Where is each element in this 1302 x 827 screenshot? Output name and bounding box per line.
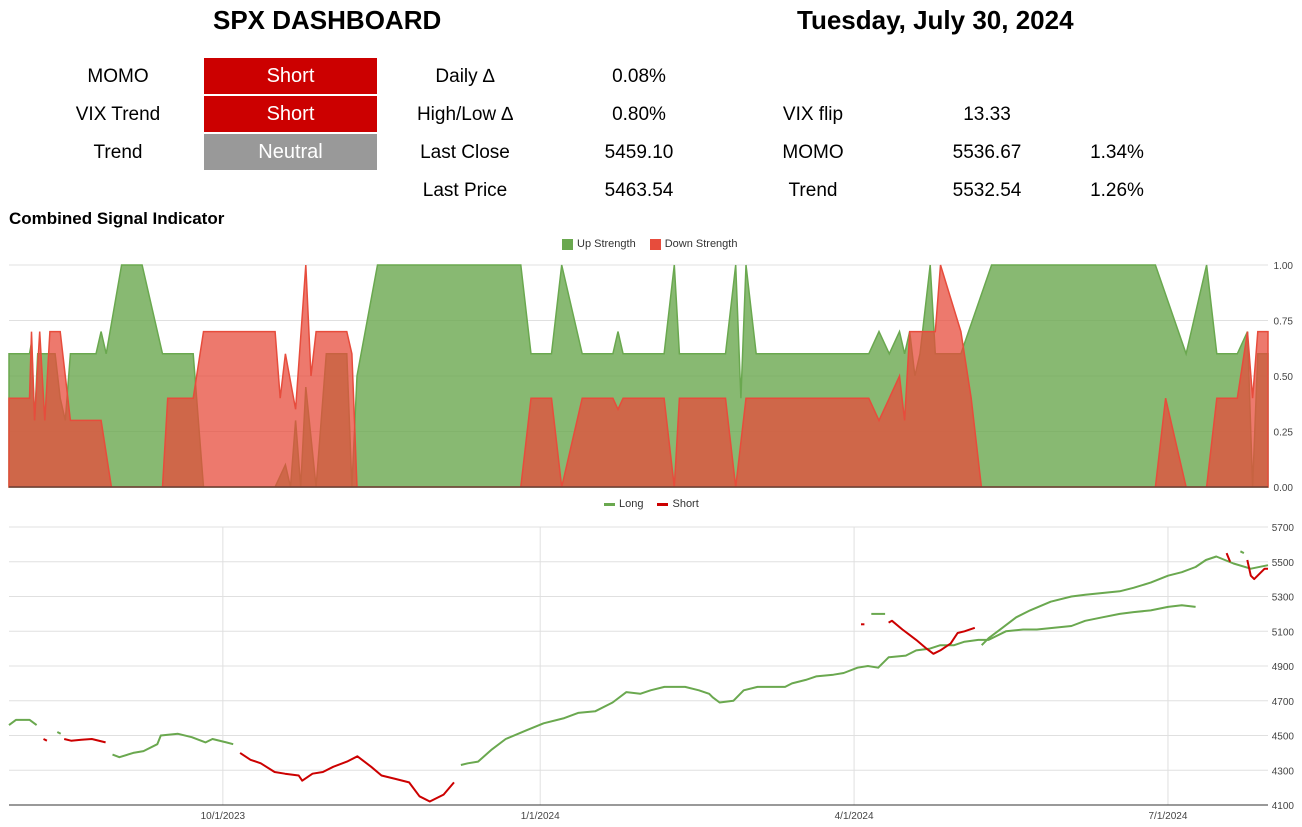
short-segment xyxy=(43,738,48,742)
short-segment xyxy=(888,619,976,655)
price-y-tick: 5500 xyxy=(1272,558,1295,569)
trend-signal-label: Trend xyxy=(93,142,143,163)
price-x-tick: 10/1/2023 xyxy=(201,811,246,822)
signal-y-tick: 0.25 xyxy=(1274,428,1294,439)
short-segment xyxy=(1246,559,1268,581)
up-strength-swatch xyxy=(562,238,573,250)
signal-y-tick: 0.00 xyxy=(1274,483,1294,494)
long-legend-label: Long xyxy=(619,498,644,510)
signal-y-tick: 0.75 xyxy=(1274,317,1294,328)
vix-flip-value: 13.33 xyxy=(963,104,1011,125)
price-y-tick: 4900 xyxy=(1272,662,1295,673)
last-close-label: Last Close xyxy=(420,142,510,163)
short-legend-label: Short xyxy=(672,498,699,510)
long-segment xyxy=(980,555,1269,646)
price-y-tick: 5100 xyxy=(1272,627,1295,638)
long-segment xyxy=(112,732,234,759)
price-y-tick: 4100 xyxy=(1272,801,1295,812)
spx-price-chart: 4100 4300 4500 4700 4900 5100 5300 5500 5700 10/1… xyxy=(8,523,1295,822)
momo-level-pct: 1.34% xyxy=(1090,142,1144,163)
trend-signal-badge: Neutral xyxy=(204,134,377,170)
price-x-tick: 7/1/2024 xyxy=(1149,811,1188,822)
price-y-tick: 4700 xyxy=(1272,697,1295,708)
long-segment xyxy=(8,718,38,726)
short-segment xyxy=(1225,552,1232,563)
momo-signal-label: MOMO xyxy=(87,66,149,87)
short-segment xyxy=(63,738,106,744)
trend-level-label: Trend xyxy=(788,180,838,201)
up-strength-legend-label: Up Strength xyxy=(577,238,636,250)
long-segment xyxy=(56,731,62,735)
trend-level-value: 5532.54 xyxy=(952,180,1022,201)
signal-strength-chart: 0.00 0.25 0.50 0.75 1.00 xyxy=(8,261,1294,494)
vix-trend-signal-label: VIX Trend xyxy=(75,104,161,125)
trend-level-pct: 1.26% xyxy=(1090,180,1144,201)
down-strength-legend-label: Down Strength xyxy=(664,238,738,250)
momo-level-label: MOMO xyxy=(782,142,844,163)
long-swatch xyxy=(604,502,615,506)
short-segment xyxy=(239,752,455,803)
last-price-value: 5463.54 xyxy=(604,180,674,201)
price-y-tick: 4300 xyxy=(1272,766,1295,777)
high-low-delta-value: 0.80% xyxy=(612,104,666,125)
momo-signal-badge: Short xyxy=(204,58,377,94)
daily-delta-value: 0.08% xyxy=(612,66,666,87)
price-x-tick: 1/1/2024 xyxy=(521,811,560,822)
down-strength-swatch xyxy=(649,238,661,250)
vix-trend-signal-badge: Short xyxy=(204,96,377,132)
combined-signal-title: Combined Signal Indicator xyxy=(9,209,225,228)
signal-chart-legend: Up Strength Down Strength xyxy=(562,238,737,250)
short-swatch xyxy=(657,502,669,506)
last-price-label: Last Price xyxy=(422,180,508,201)
daily-delta-label: Daily ∆ xyxy=(435,66,495,87)
long-segment xyxy=(460,604,1196,766)
price-y-tick: 5700 xyxy=(1272,523,1295,534)
price-x-tick: 4/1/2024 xyxy=(835,811,874,822)
last-close-value: 5459.10 xyxy=(604,142,674,163)
vix-flip-label: VIX flip xyxy=(782,104,844,125)
price-y-tick: 4500 xyxy=(1272,732,1295,743)
price-y-tick: 5300 xyxy=(1272,593,1295,604)
high-low-delta-label: High/Low ∆ xyxy=(416,104,514,125)
price-chart-legend: Long Short xyxy=(604,498,699,510)
dashboard-date: Tuesday, July 30, 2024 xyxy=(797,5,1074,35)
signal-y-tick: 0.50 xyxy=(1274,372,1294,383)
signal-y-tick: 1.00 xyxy=(1274,261,1294,272)
momo-level-value: 5536.67 xyxy=(952,142,1022,163)
dashboard-title: SPX DASHBOARD xyxy=(213,5,442,35)
long-segment xyxy=(1239,550,1245,554)
